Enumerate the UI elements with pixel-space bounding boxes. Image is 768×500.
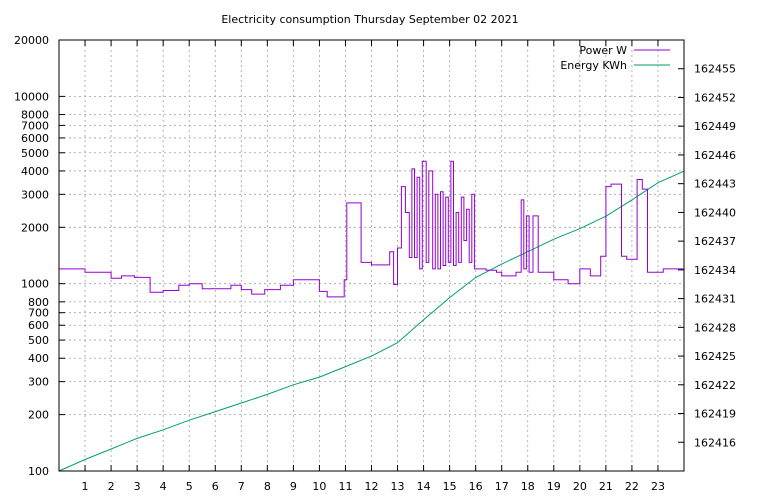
y-tick-label: 100 xyxy=(28,465,49,478)
y-tick-label: 500 xyxy=(28,334,49,347)
x-tick-label: 10 xyxy=(312,480,326,493)
y2-tick-label: 162449 xyxy=(694,120,736,133)
x-tick-label: 20 xyxy=(573,480,587,493)
x-tick-label: 22 xyxy=(625,480,639,493)
x-tick-label: 19 xyxy=(547,480,561,493)
legend-label-power: Power W xyxy=(579,44,627,57)
y2-tick-label: 162437 xyxy=(694,235,736,248)
y-tick-label: 6000 xyxy=(21,132,49,145)
x-tick-label: 4 xyxy=(160,480,167,493)
y-tick-label: 600 xyxy=(28,319,49,332)
x-tick-label: 21 xyxy=(599,480,613,493)
y-tick-label: 8000 xyxy=(21,109,49,122)
x-tick-label: 15 xyxy=(443,480,457,493)
y-tick-label: 20000 xyxy=(14,34,49,47)
y2-axis-ticks: 162416 162419 162422 162425 162428 162431 1624… xyxy=(678,63,736,449)
energy-series-group xyxy=(58,170,685,472)
power-series-line xyxy=(59,160,684,298)
y-tick-label: 4000 xyxy=(21,165,49,178)
y2-tick-label: 162440 xyxy=(694,206,736,219)
y2-tick-label: 162455 xyxy=(694,63,736,76)
y2-tick-label: 162431 xyxy=(694,293,736,306)
y-tick-label: 300 xyxy=(28,376,49,389)
x-tick-label: 18 xyxy=(521,480,535,493)
x-tick-label: 6 xyxy=(212,480,219,493)
y2-tick-label: 162419 xyxy=(694,408,736,421)
x-tick-label: 9 xyxy=(290,480,297,493)
x-tick-label: 3 xyxy=(134,480,141,493)
energy-series-line xyxy=(58,170,685,472)
y2-tick-label: 162428 xyxy=(694,321,736,334)
legend-label-energy: Energy KWh xyxy=(560,59,627,72)
x-axis-ticks: 1 2 3 4 5 6 7 8 9 10 11 12 13 14 15 16 17 18 19 20 21 22 23 xyxy=(82,40,665,493)
y2-tick-label: 162443 xyxy=(694,178,736,191)
grid xyxy=(59,39,684,472)
x-tick-label: 1 xyxy=(82,480,89,493)
x-tick-label: 5 xyxy=(186,480,193,493)
y2-tick-label: 162422 xyxy=(694,379,736,392)
y-tick-label: 5000 xyxy=(21,147,49,160)
y2-tick-label: 162425 xyxy=(694,350,736,363)
x-tick-label: 17 xyxy=(495,480,509,493)
y-tick-label: 1000 xyxy=(21,278,49,291)
x-tick-label: 8 xyxy=(264,480,271,493)
y-tick-label: 3000 xyxy=(21,188,49,201)
x-tick-label: 2 xyxy=(108,480,115,493)
power-series-group xyxy=(59,160,684,298)
y-tick-label: 10000 xyxy=(14,90,49,103)
x-tick-label: 7 xyxy=(238,480,245,493)
y2-tick-label: 162434 xyxy=(694,264,736,277)
x-tick-label: 23 xyxy=(651,480,665,493)
y2-tick-label: 162446 xyxy=(694,149,736,162)
x-tick-label: 14 xyxy=(417,480,431,493)
y2-tick-label: 162452 xyxy=(694,91,736,104)
x-tick-label: 12 xyxy=(365,480,379,493)
y-tick-label: 700 xyxy=(28,307,49,320)
y2-tick-label: 162416 xyxy=(694,436,736,449)
x-tick-label: 16 xyxy=(469,480,483,493)
y-tick-label: 200 xyxy=(28,409,49,422)
x-tick-label: 13 xyxy=(391,480,405,493)
y-tick-label: 400 xyxy=(28,352,49,365)
y-tick-label: 7000 xyxy=(21,119,49,132)
y-tick-label: 800 xyxy=(28,296,49,309)
chart-title: Electricity consumption Thursday Septemb… xyxy=(221,13,518,26)
x-tick-label: 11 xyxy=(338,480,352,493)
y-tick-label: 2000 xyxy=(21,221,49,234)
legend: Power W Energy KWh xyxy=(560,44,670,72)
